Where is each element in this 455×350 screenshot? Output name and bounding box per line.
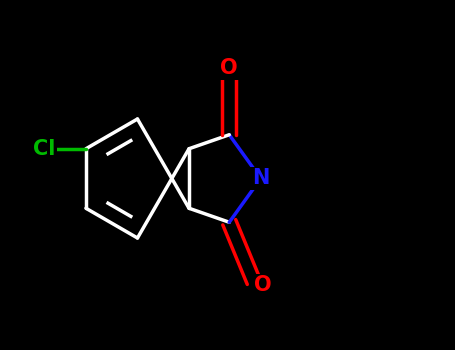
Text: N: N	[252, 168, 269, 189]
Text: Cl: Cl	[33, 139, 55, 159]
Text: O: O	[254, 275, 271, 295]
Text: O: O	[220, 58, 238, 78]
